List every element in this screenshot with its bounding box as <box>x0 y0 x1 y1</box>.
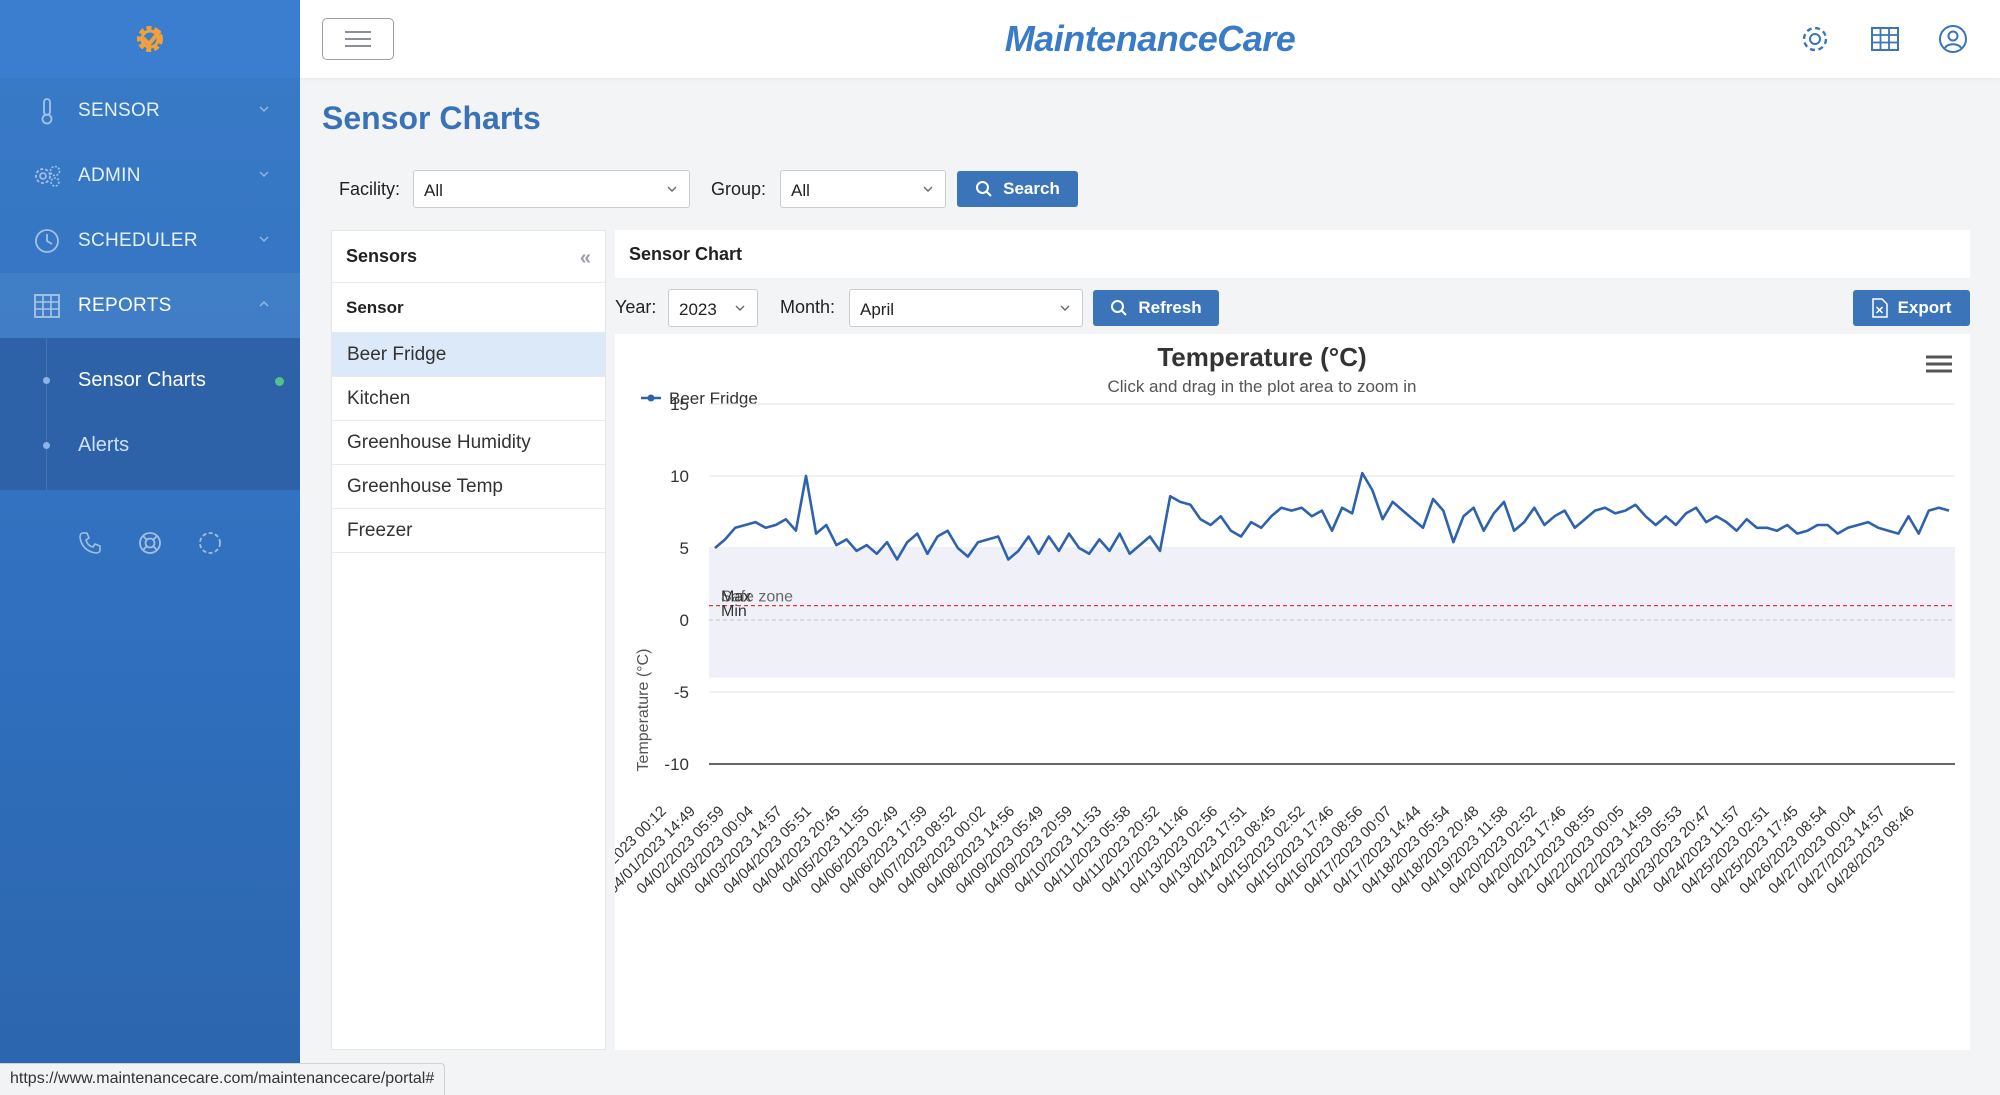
chevron-down-icon <box>923 186 933 192</box>
sidebar-item-reports[interactable]: REPORTS <box>0 273 300 338</box>
legend-marker <box>647 394 655 402</box>
lifebuoy-icon[interactable] <box>137 530 163 556</box>
chart-legend[interactable]: Beer Fridge <box>641 389 758 408</box>
y-axis-label: Temperature (°C) <box>635 649 652 772</box>
submenu-item-alerts[interactable]: Alerts <box>0 413 300 478</box>
submenu-item-label: Alerts <box>78 434 130 456</box>
collapse-panel-icon[interactable]: « <box>579 247 591 269</box>
loading-circle-icon[interactable] <box>197 530 223 556</box>
submenu-item-label: Sensor Charts <box>78 369 206 391</box>
top-header: MaintenanceCare <box>300 0 2000 78</box>
bullet-dot <box>43 377 50 384</box>
chevron-up-icon <box>259 300 269 307</box>
chevron-down-icon <box>259 171 269 178</box>
sidebar-item-label: SCHEDULER <box>78 229 198 251</box>
chart-container[interactable]: Temperature (°C) Click and drag in the p… <box>575 334 1970 1050</box>
group-select[interactable]: All <box>780 170 946 208</box>
min-threshold-label: Min <box>721 603 747 620</box>
sidebar-item-scheduler[interactable]: SCHEDULER <box>0 208 300 273</box>
sidebar-item-sensor[interactable]: SENSOR <box>0 78 300 143</box>
sensor-chart-panel: Sensor Chart Year: 2023 Month: April Ref… <box>575 230 1970 1050</box>
max-threshold-label: Max <box>721 589 751 606</box>
safe-zone-band <box>709 548 1955 678</box>
series-line-beer-fridge <box>714 471 1950 561</box>
reports-submenu: Sensor Charts Alerts <box>0 338 300 490</box>
excel-file-icon <box>1871 298 1888 318</box>
month-select-value: April <box>860 300 895 319</box>
refresh-button-label: Refresh <box>1138 298 1202 317</box>
sensors-panel-title: Sensors <box>346 246 418 266</box>
submenu-item-sensor-charts[interactable]: Sensor Charts <box>0 348 300 413</box>
y-tick-label: 5 <box>680 539 689 558</box>
y-tick-label: 15 <box>670 395 689 414</box>
legend-label: Beer Fridge <box>669 389 758 408</box>
sensor-list-item[interactable]: Kitchen <box>332 377 605 421</box>
sidebar-footer-icons <box>0 530 300 556</box>
year-label: Year: <box>615 297 657 317</box>
gears-icon <box>32 161 62 191</box>
hamburger-icon <box>345 31 371 47</box>
search-icon <box>976 181 992 197</box>
thermometer-icon <box>32 96 62 126</box>
chevron-down-icon <box>667 186 677 192</box>
bullet-dot <box>43 442 50 449</box>
facility-select-value: All <box>424 181 443 200</box>
sensor-column-header: Sensor <box>332 283 605 333</box>
sidebar: SENSOR ADMIN SCHEDULER REPORTS <box>0 0 300 1095</box>
sensors-panel: Sensors « Sensor Beer Fridge Kitchen Gre… <box>331 230 606 1050</box>
safe-zone-label: Safe zone <box>721 589 793 606</box>
user-account-icon[interactable] <box>1938 24 1968 54</box>
chart-title: Temperature (°C) <box>1157 342 1366 372</box>
chevron-down-icon <box>1060 305 1070 311</box>
grid-table-icon[interactable] <box>1870 24 1900 54</box>
facility-select[interactable]: All <box>413 170 690 208</box>
active-indicator-dot <box>275 377 284 386</box>
temperature-chart[interactable]: Temperature (°C) Click and drag in the p… <box>575 334 1970 1050</box>
y-tick-label: -5 <box>674 683 689 702</box>
group-label: Group: <box>711 179 767 199</box>
chevron-down-icon <box>735 305 745 311</box>
month-label: Month: <box>780 297 836 317</box>
settings-gear-icon[interactable] <box>1800 24 1830 54</box>
facility-label: Facility: <box>339 179 401 199</box>
month-select[interactable]: April <box>849 289 1083 327</box>
group-select-value: All <box>791 181 810 200</box>
menu-toggle-button[interactable] <box>322 18 394 60</box>
chart-subtitle: Click and drag in the plot area to zoom … <box>1107 377 1416 396</box>
clock-icon <box>32 226 62 256</box>
page-title: Sensor Charts <box>322 100 541 136</box>
status-bar-url: https://www.maintenancecare.com/maintena… <box>0 1063 446 1095</box>
sensor-list-item[interactable]: Freezer <box>332 509 605 553</box>
search-button[interactable]: Search <box>957 171 1078 207</box>
brand-logo[interactable]: MaintenanceCare <box>1004 18 1296 59</box>
year-select-value: 2023 <box>679 300 717 319</box>
y-tick-label: 0 <box>680 611 689 630</box>
export-button-label: Export <box>1897 298 1952 317</box>
chevron-down-icon <box>259 236 269 243</box>
chevron-down-icon <box>259 106 269 113</box>
y-tick-label: -10 <box>664 755 689 774</box>
sensor-list-item[interactable]: Greenhouse Humidity <box>332 421 605 465</box>
phone-icon[interactable] <box>77 530 103 556</box>
app-logo[interactable] <box>0 0 300 78</box>
sensor-chart-header: Sensor Chart <box>615 230 1970 278</box>
chart-context-menu-button[interactable] <box>1923 352 1957 380</box>
sidebar-item-admin[interactable]: ADMIN <box>0 143 300 208</box>
logo-gear-check-icon <box>137 26 163 52</box>
sidebar-item-label: REPORTS <box>78 294 172 316</box>
search-icon <box>1111 300 1128 316</box>
y-tick-label: 10 <box>670 467 689 486</box>
grid-icon <box>32 291 62 321</box>
sensor-list-item[interactable]: Beer Fridge <box>332 333 605 377</box>
refresh-button[interactable]: Refresh <box>1093 290 1219 326</box>
export-button[interactable]: Export <box>1853 290 1970 326</box>
sensor-list-item[interactable]: Greenhouse Temp <box>332 465 605 509</box>
year-select[interactable]: 2023 <box>668 289 758 327</box>
sensors-panel-header: Sensors « <box>332 231 605 283</box>
sidebar-item-label: ADMIN <box>78 164 141 186</box>
search-button-label: Search <box>1003 179 1060 198</box>
sidebar-item-label: SENSOR <box>78 99 161 121</box>
